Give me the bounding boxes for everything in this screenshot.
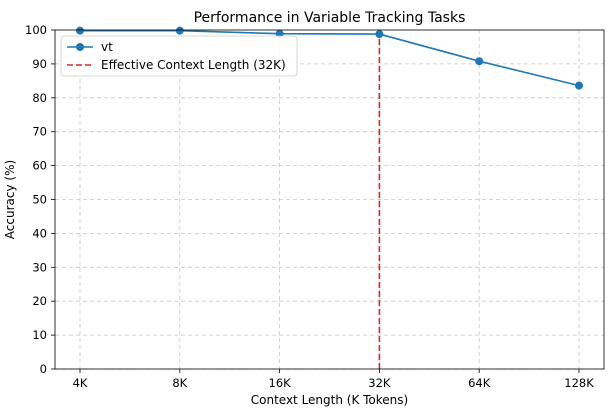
y-axis-label: Accuracy (%)	[3, 160, 17, 239]
y-tick-label: 10	[32, 328, 47, 342]
data-point	[575, 81, 583, 90]
y-tick-label: 20	[32, 294, 47, 308]
x-tick-label: 128K	[564, 376, 594, 390]
x-tick-label: 64K	[468, 376, 491, 390]
y-tick-label: 30	[32, 260, 47, 274]
y-tick-label: 40	[32, 226, 47, 240]
y-tick-label: 0	[40, 362, 47, 376]
ticks: 4K 8K 16K 32K 64K 128K 0 10 20 30 40 50 60 70 80 90 100	[25, 23, 594, 390]
legend-box	[60, 35, 298, 77]
y-tick-label: 80	[32, 91, 47, 105]
x-tick-label: 16K	[269, 376, 292, 390]
x-tick-label: 8K	[172, 376, 187, 390]
data-point	[375, 30, 384, 39]
chart-title: Performance in Variable Tracking Tasks	[194, 10, 466, 26]
grid	[55, 29, 604, 370]
y-tick-label: 60	[32, 159, 47, 173]
y-tick-label: 100	[25, 23, 47, 37]
legend-label-vt: vt	[101, 40, 113, 54]
x-tick-label: 32K	[368, 376, 391, 390]
y-tick-label: 90	[32, 57, 47, 71]
data-point	[76, 26, 84, 35]
y-tick-label: 50	[32, 193, 47, 207]
y-tick-label: 70	[32, 125, 47, 139]
series-line-vt	[80, 29, 580, 87]
legend-marker-swatch	[76, 43, 84, 51]
x-axis-label: Context Length (K Tokens)	[251, 393, 408, 407]
data-point	[475, 57, 484, 66]
x-tick-label: 4K	[73, 376, 88, 390]
data-point	[175, 26, 184, 35]
legend-label-effective-context: Effective Context Length (32K)	[101, 58, 286, 72]
legend: vt Effective Context Length (32K)	[60, 35, 298, 77]
